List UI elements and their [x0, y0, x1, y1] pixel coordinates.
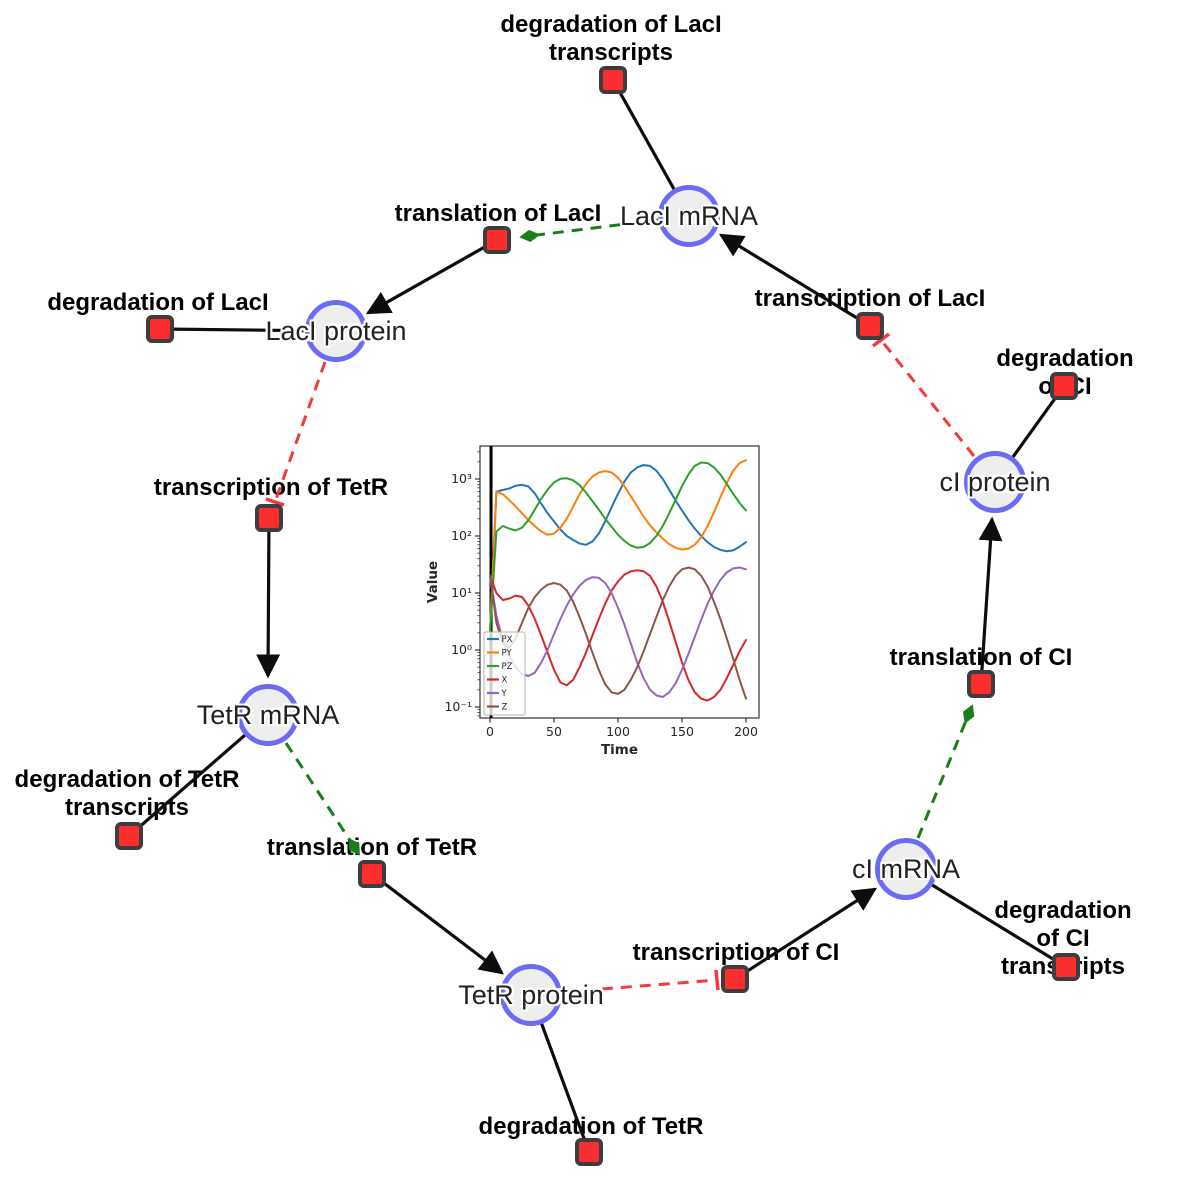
edge-laci-protein-to-transcription-of-tetr — [273, 361, 327, 503]
edge-translation-of-tetr-to-tetr-protein — [371, 872, 504, 975]
svg-text:10⁻¹: 10⁻¹ — [444, 699, 472, 714]
species-label-ci-mrna: cI mRNA — [852, 854, 960, 884]
legend-label-Z: Z — [502, 703, 508, 713]
edge-translation-of-laci-to-laci-protein — [365, 238, 498, 315]
series-Z — [489, 566, 747, 700]
species-node-ci-protein[interactable] — [964, 451, 1026, 513]
species-label-laci-mrna: LacI mRNA — [619, 201, 759, 231]
legend-label-PX: PX — [502, 635, 513, 645]
species-label-ci-protein: cI protein — [939, 467, 1051, 497]
legend-label-X: X — [502, 676, 508, 686]
svg-text:100: 100 — [606, 724, 630, 739]
reaction-node-transcription-of-ci[interactable] — [721, 965, 749, 993]
reaction-node-degradation-of-ci-transcripts[interactable] — [1052, 953, 1080, 981]
reaction-label-degradation-of-tetr-transcripts: degradation of TetR transcripts — [14, 766, 240, 821]
tee-head-transcription-of-laci — [871, 332, 891, 348]
svg-text:10¹: 10¹ — [451, 585, 472, 600]
reaction-node-degradation-of-tetr-transcripts[interactable] — [115, 822, 143, 850]
reaction-label-degradation-of-laci: degradation of LacI — [47, 289, 269, 316]
reaction-node-degradation-of-laci[interactable] — [146, 315, 174, 343]
species-node-tetr-protein[interactable] — [500, 964, 562, 1026]
edge-transcription-of-laci-to-laci-mrna — [718, 233, 871, 328]
legend-label-PZ: PZ — [502, 662, 513, 672]
reaction-label-translation-of-ci: translation of CI — [889, 644, 1073, 671]
svg-text:200: 200 — [734, 724, 758, 739]
species-node-laci-mrna[interactable] — [658, 185, 720, 247]
tee-head-transcription-of-ci — [714, 969, 720, 991]
reaction-node-degradation-of-ci[interactable] — [1050, 372, 1078, 400]
legend-label-Y: Y — [501, 689, 508, 699]
reaction-label-degradation-of-laci-transcripts: degradation of LacI transcripts — [500, 11, 722, 66]
plot-frame — [479, 445, 760, 719]
edge-translation-of-ci-to-ci-protein — [978, 516, 1003, 685]
edge-ci-protein-to-transcription-of-laci — [879, 339, 976, 457]
edge-tetr-mrna-to-translation-of-tetr — [284, 742, 361, 856]
reaction-label-translation-of-laci: translation of LacI — [394, 200, 602, 227]
reaction-node-degradation-of-tetr[interactable] — [575, 1138, 603, 1166]
svg-text:10³: 10³ — [451, 471, 472, 486]
species-label-tetr-mrna: TetR mRNA — [196, 700, 340, 730]
reaction-label-degradation-of-tetr: degradation of TetR — [478, 1113, 704, 1140]
reaction-node-degradation-of-laci-transcripts[interactable] — [599, 66, 627, 94]
reaction-label-translation-of-tetr: translation of TetR — [266, 834, 478, 861]
edge-ci-mrna-to-translation-of-ci — [916, 704, 975, 839]
reaction-label-transcription-of-ci: transcription of CI — [632, 939, 840, 966]
reaction-label-transcription-of-laci: transcription of LacI — [754, 285, 986, 312]
species-node-ci-mrna[interactable] — [875, 838, 937, 900]
species-label-tetr-protein: TetR protein — [458, 980, 604, 1010]
species-node-tetr-mrna[interactable] — [237, 684, 299, 746]
svg-text:10⁰: 10⁰ — [451, 642, 472, 657]
y-axis-label: Value — [425, 561, 441, 603]
series-PY — [489, 459, 747, 634]
species-label-laci-protein: LacI protein — [265, 316, 407, 346]
edge-tetr-protein-to-transcription-of-ci — [563, 978, 718, 994]
reaction-node-translation-of-laci[interactable] — [483, 226, 511, 254]
series-X — [489, 569, 747, 702]
inset-plot-svg: 0 50 100 150 200 10³ 10² 10¹ 10⁰ 10⁻¹ Time Value PX P… — [425, 445, 760, 758]
svg-text:150: 150 — [670, 724, 694, 739]
tee-head-transcription-of-tetr — [265, 497, 285, 507]
legend-label-PY: PY — [502, 649, 513, 659]
reaction-node-translation-of-ci[interactable] — [967, 670, 995, 698]
edge-laci-mrna-to-translation-of-laci — [519, 218, 659, 243]
svg-text:0: 0 — [486, 724, 494, 739]
reaction-node-transcription-of-tetr[interactable] — [255, 504, 283, 532]
species-node-laci-protein[interactable] — [305, 300, 367, 362]
edge-transcription-of-tetr-to-tetr-mrna — [256, 517, 281, 679]
inset-plot: 0 50 100 150 200 10³ 10² 10¹ 10⁰ 10⁻¹ Time Value PX P… — [425, 428, 770, 763]
edge-ci-mrna-to-degradation-of-ci-transcripts — [905, 867, 1067, 969]
reaction-label-transcription-of-tetr: transcription of TetR — [153, 474, 389, 501]
reaction-node-translation-of-tetr[interactable] — [358, 860, 386, 888]
svg-text:50: 50 — [546, 724, 562, 739]
svg-text:10²: 10² — [451, 528, 472, 543]
reaction-node-transcription-of-laci[interactable] — [856, 312, 884, 340]
series-Y — [489, 566, 747, 698]
series-PX — [489, 464, 747, 634]
series-PZ — [489, 461, 747, 634]
x-axis-label: Time — [601, 742, 638, 758]
edge-transcription-of-ci-to-ci-mrna — [734, 887, 878, 981]
